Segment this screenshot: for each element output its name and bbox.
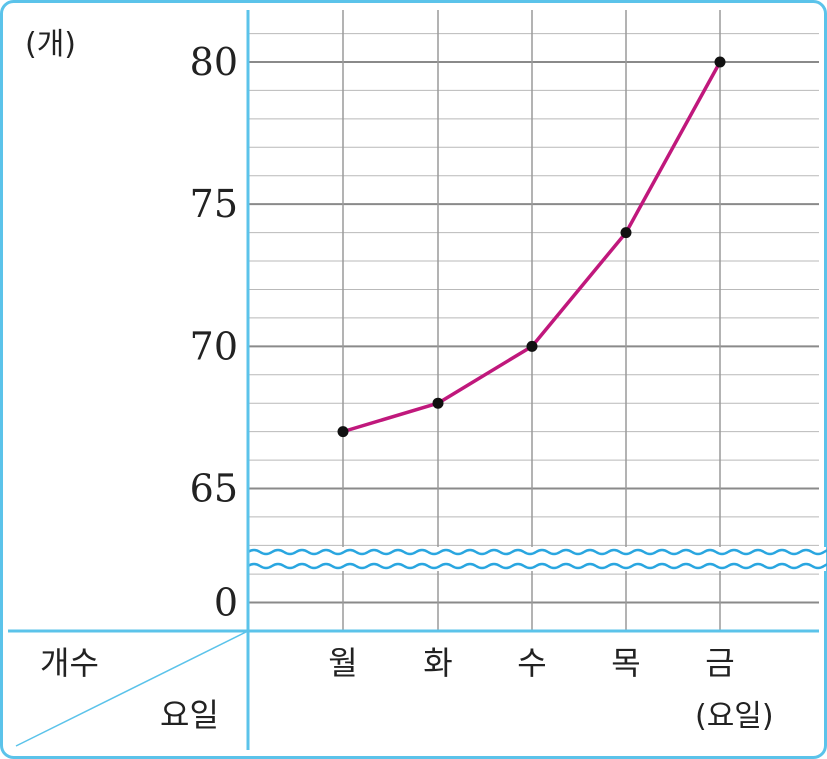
y-axis-unit-label: (개) xyxy=(25,27,76,62)
x-tick-label: 금 xyxy=(705,644,734,682)
labels-layer: 80 75 70 65 0 월 화 수 목 금 xyxy=(190,40,735,682)
y-tick-label: 70 xyxy=(190,324,238,368)
corner-diagonal xyxy=(15,630,249,747)
y-tick-label: 75 xyxy=(190,182,238,226)
corner-row-label: 개수 xyxy=(40,644,99,682)
x-tick-label: 수 xyxy=(517,644,546,682)
axis-break-wave-lower xyxy=(247,562,827,570)
series-layer xyxy=(337,56,726,438)
axis-break-wave-upper xyxy=(247,548,827,556)
data-point-목 xyxy=(620,227,632,239)
x-tick-label: 화 xyxy=(423,644,452,682)
y-tick-label: 80 xyxy=(190,40,238,84)
x-tick-label: 월 xyxy=(328,644,357,682)
corner-col-label: 요일 xyxy=(160,696,219,734)
y-tick-label: 65 xyxy=(190,467,238,511)
x-tick-label: 목 xyxy=(611,644,640,682)
data-point-월 xyxy=(337,426,349,438)
data-point-금 xyxy=(714,56,726,68)
vertical-gridlines xyxy=(342,10,721,631)
x-axis-unit-label: (요일) xyxy=(695,699,774,734)
data-point-화 xyxy=(432,397,444,409)
y-tick-label: 0 xyxy=(214,581,238,625)
data-point-수 xyxy=(526,340,538,352)
